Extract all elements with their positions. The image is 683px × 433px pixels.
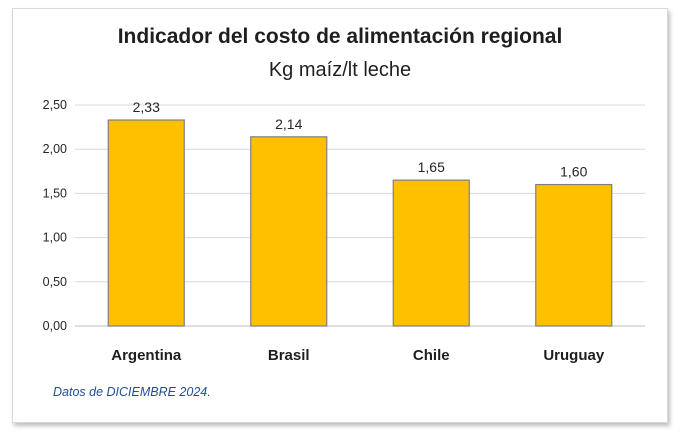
data-label: 1,65 <box>418 159 445 175</box>
data-label: 1,60 <box>560 164 587 180</box>
chart-container: Indicador del costo de alimentación regi… <box>12 8 668 423</box>
y-tick-label: 1,00 <box>43 231 67 245</box>
chart-title: Indicador del costo de alimentación regi… <box>117 25 563 48</box>
bar <box>250 136 328 327</box>
y-tick-label: 0,50 <box>43 275 67 289</box>
bar <box>392 179 470 327</box>
y-tick-label: 2,00 <box>43 142 67 156</box>
data-date-note: Datos de DICIEMBRE 2024. <box>53 385 211 399</box>
y-tick-label: 1,50 <box>43 186 67 200</box>
chart-subtitle: Kg maíz/lt leche <box>268 59 412 81</box>
y-tick-label: 2,50 <box>43 98 67 112</box>
x-tick-label: Argentina <box>111 347 182 364</box>
data-label: 2,14 <box>275 116 302 132</box>
bar-chart: 0,00 0,50 1,00 1,50 2,00 2,50 2,33 Argentina 2,1… <box>43 98 645 364</box>
y-tick-label: 0,00 <box>43 319 67 333</box>
x-tick-label: Uruguay <box>543 347 605 364</box>
x-tick-label: Brasil <box>268 347 310 364</box>
bar <box>535 183 613 327</box>
data-label: 2,33 <box>133 99 160 115</box>
bar <box>107 119 185 327</box>
x-tick-label: Chile <box>413 347 450 364</box>
